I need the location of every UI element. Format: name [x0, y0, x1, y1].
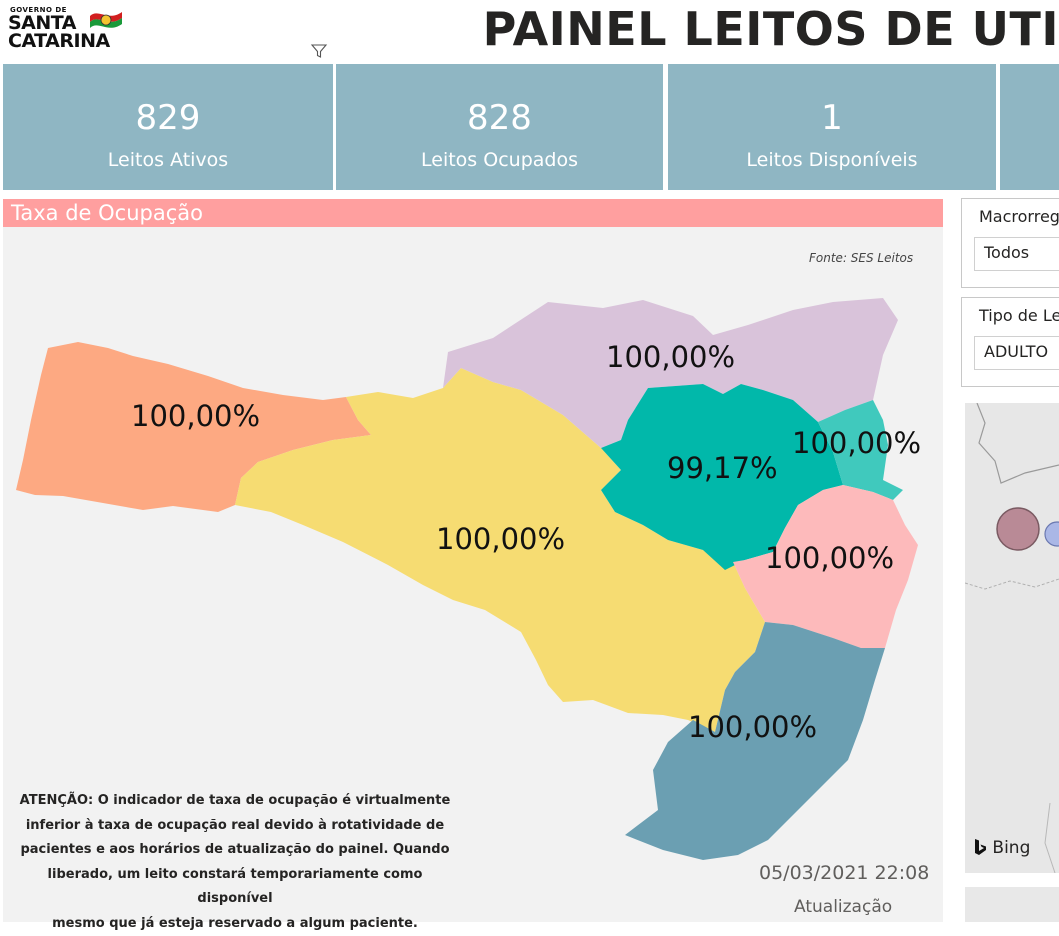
governo-sc-logo: GOVERNO DE SANTA CATARINA — [8, 4, 128, 54]
update-datetime: 05/03/2021 22:08 — [759, 862, 929, 884]
slicer-label: Macrorregião — [979, 207, 1059, 226]
kpi-value: 1 — [668, 98, 996, 138]
kpi-card-leitos-disponiveis: 1 Leitos Disponíveis — [668, 64, 996, 190]
region-value-foz-itajai: 100,00% — [792, 426, 921, 460]
map-borders — [965, 403, 1059, 873]
bubble-marker[interactable] — [1045, 522, 1059, 546]
flag-icon — [88, 8, 124, 34]
kpi-card-partial — [1000, 64, 1059, 190]
bubble-marker[interactable] — [997, 508, 1039, 550]
panel-header: Taxa de Ocupação — [3, 199, 943, 227]
bottom-right-panel — [965, 887, 1059, 922]
slicer-label: Tipo de Leito — [979, 306, 1059, 325]
bing-icon — [973, 838, 987, 856]
kpi-label: Leitos Ocupados — [336, 148, 663, 172]
kpi-value: 829 — [3, 98, 333, 138]
bing-label: Bing — [992, 838, 1030, 858]
notice-line: ATENÇÃO: O indicador de taxa de ocupação… — [15, 789, 455, 814]
region-value-planalto-norte: 100,00% — [606, 340, 735, 374]
kpi-label: Leitos Ativos — [3, 148, 333, 172]
region-value-grande-oeste: 100,00% — [131, 399, 260, 433]
region-value-meio-oeste: 100,00% — [436, 522, 565, 556]
kpi-label: Leitos Disponíveis — [668, 148, 996, 172]
page-title: PAINEL LEITOS DE UTI — [483, 0, 1059, 58]
notice-line: mesmo que já esteja reservado a algum pa… — [15, 912, 455, 936]
slicer-tipo-leito: Tipo de Leito ADULTO — [961, 297, 1059, 387]
slicer-value: ADULTO — [984, 342, 1048, 361]
kpi-value: 828 — [336, 98, 663, 138]
logo-text-catarina: CATARINA — [8, 32, 110, 51]
region-value-sul: 100,00% — [688, 710, 817, 744]
kpi-card-leitos-ativos: 829 Leitos Ativos — [3, 64, 333, 190]
bing-attribution: Bing — [973, 838, 1030, 858]
kpi-card-leitos-ocupados: 828 Leitos Ocupados — [336, 64, 663, 190]
panel-title: Taxa de Ocupação — [11, 200, 203, 226]
slicer-macrorregiao: Macrorregião Todos — [961, 198, 1059, 288]
region-value-grande-florianopolis: 100,00% — [765, 541, 894, 575]
filter-icon[interactable] — [310, 42, 328, 60]
notice-line: liberado, um leito constará temporariame… — [15, 863, 455, 912]
source-note: Fonte: SES Leitos — [809, 251, 913, 265]
attention-notice: ATENÇÃO: O indicador de taxa de ocupação… — [15, 789, 455, 936]
update-label: Atualização — [794, 897, 892, 917]
slicer-dropdown-macrorregiao[interactable]: Todos — [974, 237, 1059, 271]
region-value-vale-itajai: 99,17% — [667, 451, 778, 485]
slicer-dropdown-tipo-leito[interactable]: ADULTO — [974, 336, 1059, 370]
notice-line: pacientes e aos horários de atualização … — [15, 838, 455, 863]
notice-line: inferior à taxa de ocupação real devido … — [15, 814, 455, 839]
slicer-value: Todos — [984, 243, 1029, 262]
bubble-map[interactable] — [965, 403, 1059, 873]
